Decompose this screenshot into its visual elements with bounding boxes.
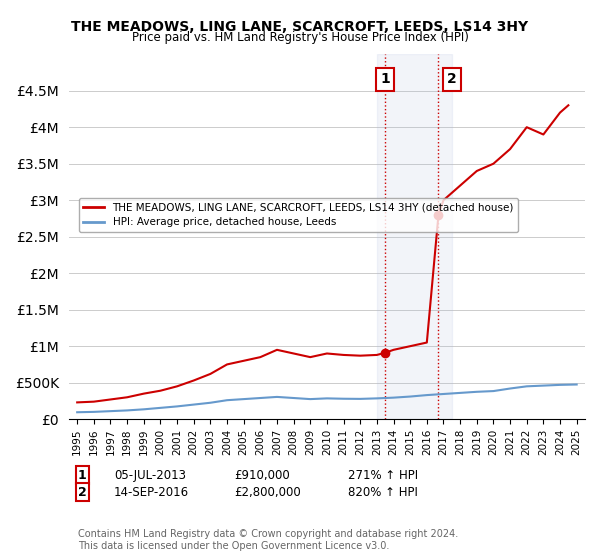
Text: 271% ↑ HPI: 271% ↑ HPI — [348, 469, 418, 482]
Text: £2,800,000: £2,800,000 — [234, 486, 301, 498]
Text: 1: 1 — [380, 72, 390, 86]
Text: 14-SEP-2016: 14-SEP-2016 — [114, 486, 189, 498]
Text: 820% ↑ HPI: 820% ↑ HPI — [348, 486, 418, 498]
Text: £910,000: £910,000 — [234, 469, 290, 482]
Text: Contains HM Land Registry data © Crown copyright and database right 2024.
This d: Contains HM Land Registry data © Crown c… — [78, 529, 458, 551]
Text: Price paid vs. HM Land Registry's House Price Index (HPI): Price paid vs. HM Land Registry's House … — [131, 31, 469, 44]
Text: 05-JUL-2013: 05-JUL-2013 — [114, 469, 186, 482]
Text: 1: 1 — [78, 469, 87, 482]
Legend: THE MEADOWS, LING LANE, SCARCROFT, LEEDS, LS14 3HY (detached house), HPI: Averag: THE MEADOWS, LING LANE, SCARCROFT, LEEDS… — [79, 198, 518, 232]
Bar — [377, 54, 452, 419]
Text: 2: 2 — [447, 72, 457, 86]
Text: 2: 2 — [78, 486, 87, 498]
Text: THE MEADOWS, LING LANE, SCARCROFT, LEEDS, LS14 3HY: THE MEADOWS, LING LANE, SCARCROFT, LEEDS… — [71, 20, 529, 34]
